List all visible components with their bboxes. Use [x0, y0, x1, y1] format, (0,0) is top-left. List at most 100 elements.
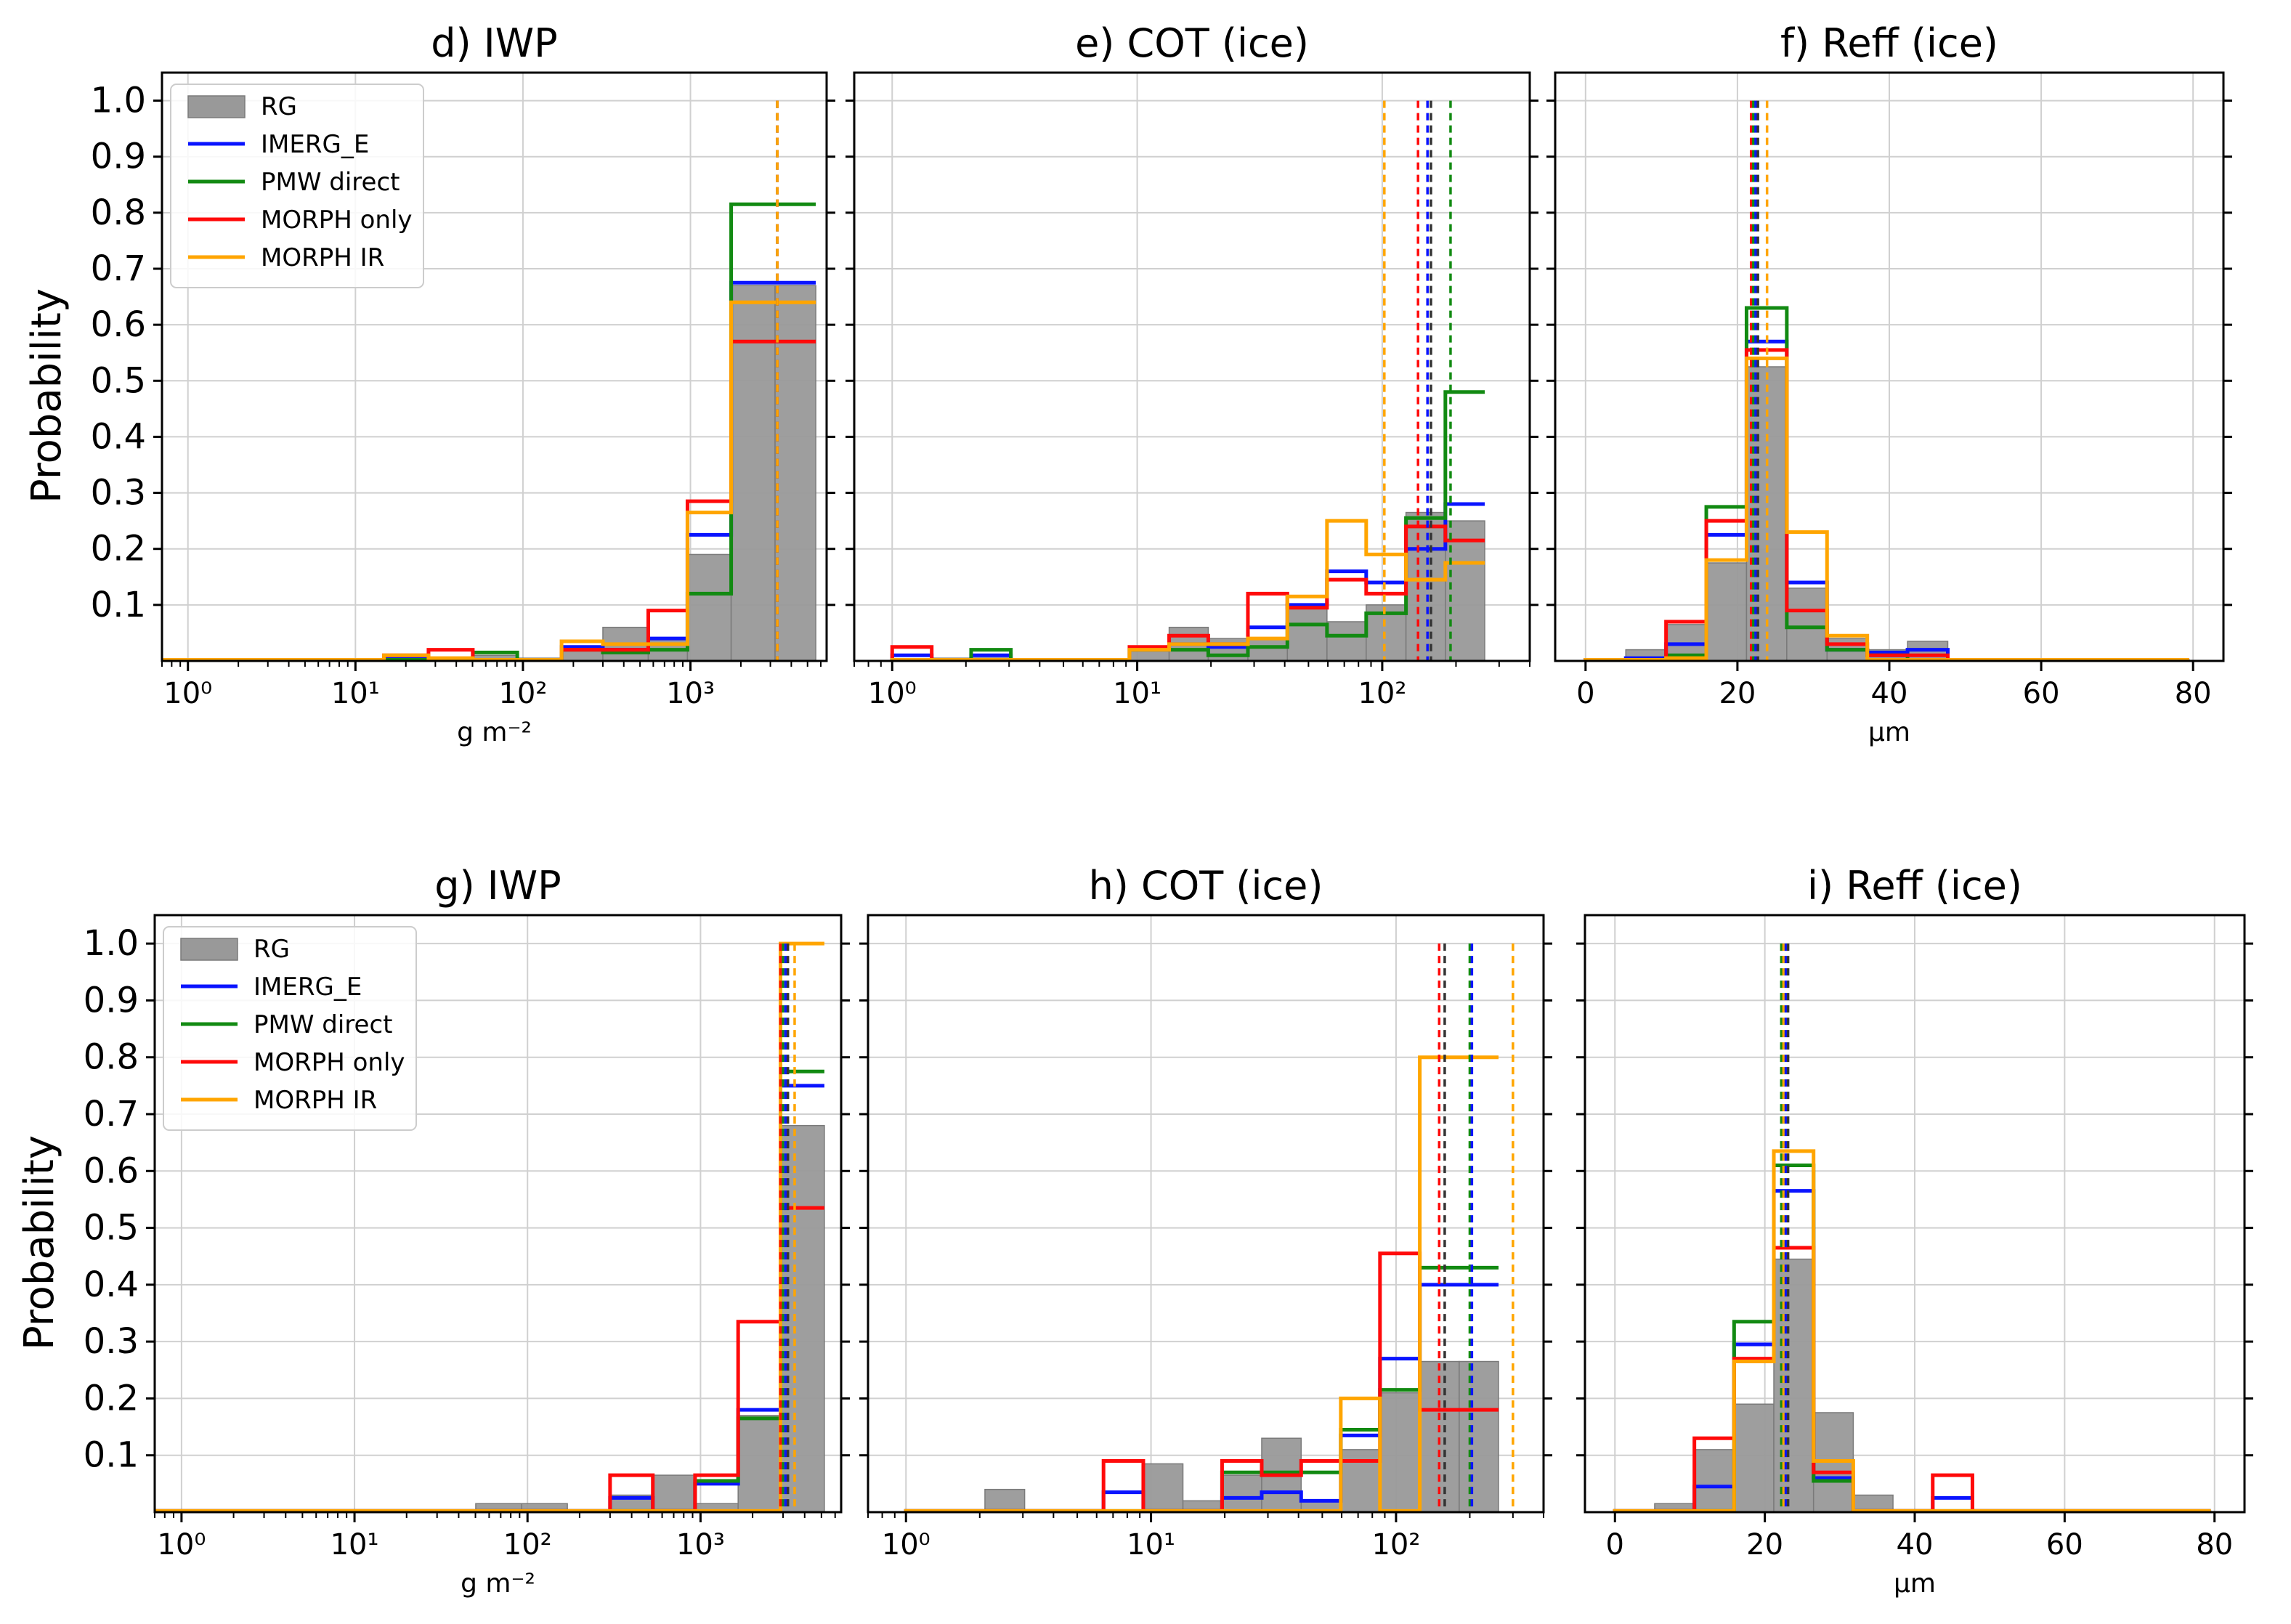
x-tick-label: 10¹ [1113, 677, 1161, 710]
y-tick-label: 0.9 [84, 980, 139, 1020]
step-line-pmw-direct [1584, 306, 2189, 661]
x-tick-label: 10⁰ [163, 677, 212, 710]
rg-bar [1143, 1463, 1184, 1512]
plot-area-g [155, 941, 825, 1512]
step-line-morph-ir [890, 519, 1485, 661]
x-tick-label: 10² [498, 677, 547, 710]
x-tick-label: 10³ [676, 1528, 725, 1562]
panel-i: 0 20 40 60 80 i) Reff (ice) µm [1576, 863, 2253, 1599]
panel-f: 0 20 40 60 80 f) Reff (ice) µm [1546, 20, 2232, 747]
legend-box [170, 84, 424, 288]
y-tick-label: 0.6 [84, 1150, 139, 1191]
x-tick-label: 0 [1576, 677, 1594, 710]
rg-bar [1773, 1258, 1814, 1512]
y-tick-label: 0.6 [91, 304, 146, 345]
y-tick-label: 0.4 [84, 1264, 139, 1305]
y-tick-label: 0.2 [84, 1378, 139, 1418]
rg-bar [1693, 1449, 1735, 1512]
rg-bar [730, 285, 776, 661]
x-tick-label: 20 [1719, 677, 1756, 710]
panel-d: 0.1 0.2 0.3 0.4 0.5 0.6 0.7 0.8 0.9 1.0 10⁰ 10¹ 10² 1… [23, 20, 835, 747]
x-tick-label: 80 [2196, 1528, 2233, 1562]
rg-bar [774, 285, 816, 661]
step-line-morph-only [155, 1206, 824, 1512]
y-axis-label: Probability [23, 288, 70, 503]
x-axis-label: µm [1894, 1569, 1936, 1599]
legend-label: MORPH only [261, 206, 413, 235]
rg-bar [1207, 638, 1249, 661]
x-tick-label: 60 [2046, 1528, 2083, 1562]
rg-bar [1286, 604, 1328, 661]
rg-bar [1706, 562, 1748, 661]
y-tick-label: 0.7 [91, 248, 146, 289]
rg-bar [737, 1415, 782, 1512]
y-tick-label: 0.2 [91, 529, 146, 569]
axes-frame [867, 914, 1545, 1514]
plot-area-e [890, 100, 1485, 661]
legend-label: MORPH only [254, 1048, 405, 1077]
x-tick-label: 10² [1358, 677, 1406, 710]
panel-title: e) COT (ice) [1075, 20, 1309, 66]
x-tick-label: 40 [1897, 1528, 1934, 1562]
y-tick-label: 1.0 [91, 81, 146, 121]
legend-label: RG [261, 92, 297, 121]
legend-box [163, 926, 417, 1131]
step-line-pmw-direct [155, 1069, 824, 1512]
legend: RG IMERG_E PMW direct MORPH only MORPH IR [163, 926, 417, 1131]
panel-title: i) Reff (ice) [1807, 863, 2022, 909]
x-tick-label: 10⁰ [882, 1528, 930, 1562]
axes-frame [153, 914, 843, 1514]
y-axis-label: Probability [16, 1135, 63, 1350]
plot-area-i [1613, 943, 2212, 1512]
y-tick-label: 0.1 [84, 1435, 139, 1476]
axes-frame [161, 71, 828, 662]
y-tick-label: 0.8 [84, 1037, 139, 1078]
rg-bar [1786, 587, 1828, 661]
legend-label: MORPH IR [261, 243, 384, 272]
panel-h: 10⁰ 10¹ 10² h) COT (ice) [859, 863, 1552, 1562]
rg-bar [1459, 1360, 1499, 1512]
y-tick-label: 0.1 [91, 585, 146, 625]
step-line-pmw-direct [890, 390, 1485, 661]
panel-title: d) IWP [431, 20, 557, 66]
panel-title: f) Reff (ice) [1780, 20, 1998, 66]
x-tick-label: 10¹ [331, 677, 380, 710]
y-tick-label: 0.7 [84, 1094, 139, 1134]
x-tick-label: 80 [2175, 677, 2212, 710]
rg-bar [652, 1474, 696, 1512]
y-tick-label: 0.3 [84, 1321, 139, 1362]
y-tick-label: 1.0 [84, 923, 139, 964]
legend: RG IMERG_E PMW direct MORPH only MORPH IR [170, 84, 424, 288]
x-tick-label: 10² [503, 1528, 552, 1562]
rg-bar [1733, 1403, 1775, 1512]
x-axis-label: µm [1868, 718, 1910, 747]
panel-g: 0.1 0.2 0.3 0.4 0.5 0.6 0.7 0.8 0.9 1.0 10⁰ 10¹ 10² 1… [16, 863, 850, 1599]
panel-title: g) IWP [434, 863, 561, 909]
step-line-morph-only [1584, 348, 2189, 661]
rg-bar [1326, 621, 1367, 661]
legend-label: RG [254, 935, 290, 964]
rg-bar [686, 553, 732, 661]
panel-title: h) COT (ice) [1089, 863, 1323, 909]
step-line-imerg-e [155, 1084, 824, 1512]
rg-bar [1221, 1474, 1262, 1512]
step-line-morph-ir [904, 1055, 1499, 1512]
legend-label: MORPH IR [254, 1086, 377, 1115]
rg-bar [1445, 520, 1485, 661]
x-tick-label: 10³ [666, 677, 715, 710]
x-tick-label: 0 [1606, 1528, 1624, 1562]
legend-swatch-rg [187, 95, 246, 118]
legend-label: IMERG_E [254, 973, 362, 1002]
y-tick-label: 0.4 [91, 416, 146, 457]
x-tick-label: 60 [2023, 677, 2060, 710]
y-tick-label: 0.9 [91, 137, 146, 177]
legend-label: IMERG_E [261, 130, 369, 159]
rg-bar [1247, 638, 1289, 661]
step-line-morph-ir [1613, 1149, 2211, 1512]
x-tick-label: 20 [1746, 1528, 1783, 1562]
rg-bar [1405, 511, 1446, 661]
y-tick-label: 0.8 [91, 192, 146, 233]
x-axis-label: g m⁻² [461, 1569, 535, 1599]
